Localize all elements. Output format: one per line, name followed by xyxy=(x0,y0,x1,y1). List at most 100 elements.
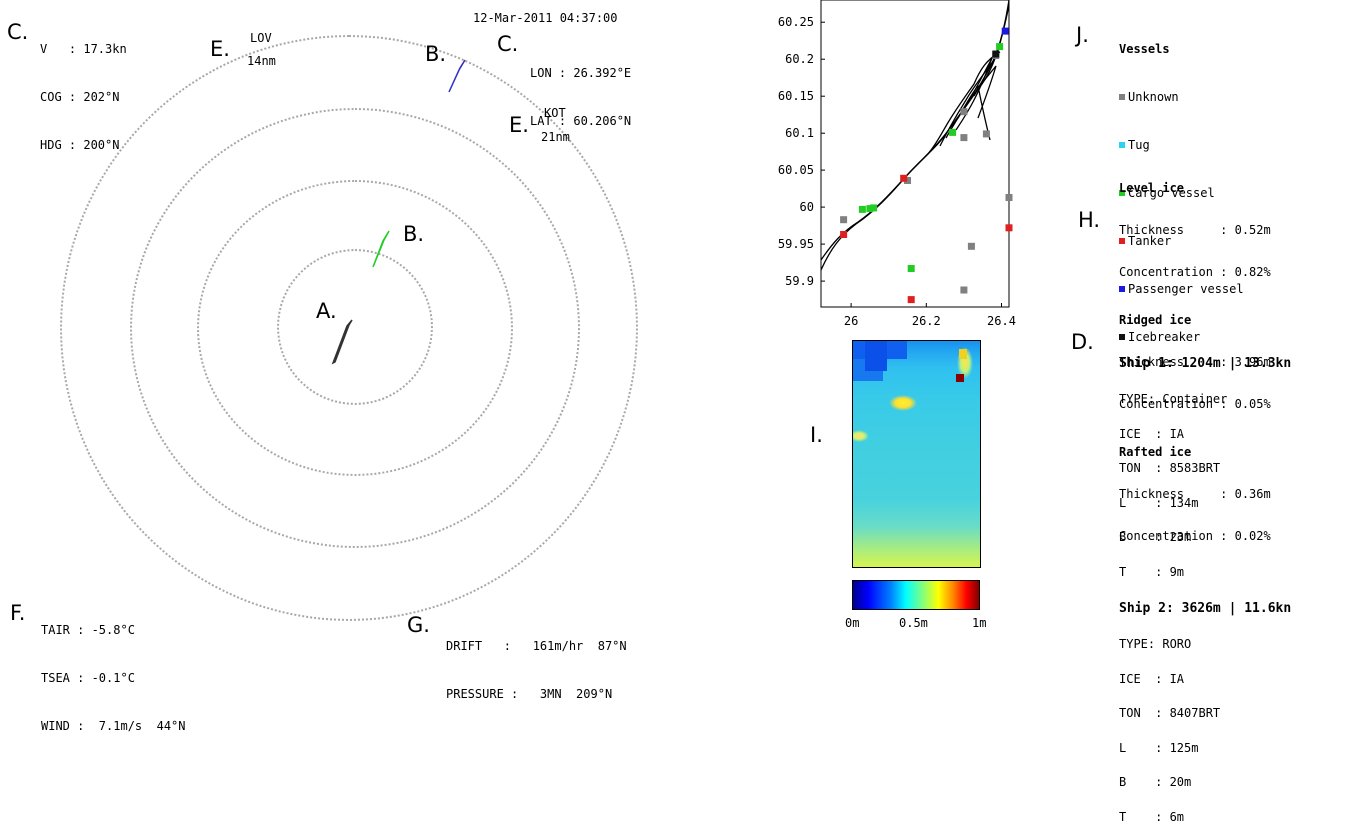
y-tick-label: 60.1 xyxy=(785,126,814,140)
ship-1-type: TYPE: Container xyxy=(1119,392,1228,406)
legend-swatch-unknown xyxy=(1119,94,1125,100)
own-ship-glyph[interactable] xyxy=(331,319,353,365)
x-axis-ticks: 26 26.2 26.4 xyxy=(844,303,1016,328)
marker-c-top-left: C. xyxy=(7,20,29,44)
colorbar xyxy=(852,580,980,610)
vessel-legend: Vessels Unknown Tug Cargo vessel Tanker … xyxy=(1119,9,1244,361)
legend-item: Unknown xyxy=(1119,89,1244,105)
marker-e-kot: E. xyxy=(509,113,529,137)
marker-d-ships: D. xyxy=(1071,330,1094,354)
level-ice-concentration: Concentration : 0.82% xyxy=(1119,265,1271,279)
point-cargo-vessel[interactable] xyxy=(907,265,915,272)
point-unknown[interactable] xyxy=(960,286,968,294)
marker-c-top-right: C. xyxy=(497,32,519,56)
vessel-map-chart[interactable]: 60.25 60.2 60.15 60.1 60.05 60 59.95 59.9 26 26.… xyxy=(760,0,1020,330)
heatmap-red-cell xyxy=(956,374,964,382)
legend-label: Passenger vessel xyxy=(1128,282,1244,296)
rafted-ice-thickness: Thickness : 0.36m xyxy=(1119,487,1271,501)
timestamp: 12-Mar-2011 04:37:00 xyxy=(473,11,618,25)
vessel-middle-glyph[interactable] xyxy=(372,230,390,268)
weather-info: TAIR : -5.8°C TSEA : -0.1°C WIND : 7.1m/… xyxy=(41,590,186,750)
point-tanker[interactable] xyxy=(1005,224,1013,232)
legend-swatch-cargo xyxy=(1119,190,1125,196)
point-unknown[interactable] xyxy=(1005,194,1013,201)
heatmap-blue-patch-2 xyxy=(865,341,887,371)
point-tanker[interactable] xyxy=(900,174,908,182)
ship-2-ice: ICE : IA xyxy=(1119,671,1185,686)
y-tick-label: 60.05 xyxy=(778,163,814,177)
drift-info: DRIFT : 161m/hr 87°N PRESSURE : 3MN 209°… xyxy=(446,606,627,718)
heatmap-orange-cell xyxy=(959,349,967,359)
point-cargo-vessel[interactable] xyxy=(870,204,878,212)
point-passenger-vessel[interactable] xyxy=(1001,27,1009,35)
lon-readout: LON : 26.392°E xyxy=(530,66,632,80)
tsea-readout: TSEA : -0.1°C xyxy=(41,671,135,685)
legend-swatch-passenger xyxy=(1119,286,1125,292)
map-plot-frame xyxy=(820,0,1010,308)
lat-readout: LAT : 60.206°N xyxy=(530,114,632,128)
legend-item: Tanker xyxy=(1119,233,1244,249)
speed-readout: V : 17.3kn xyxy=(40,42,127,56)
ship-1-ice: ICE : IA xyxy=(1119,426,1185,441)
legend-item: Passenger vessel xyxy=(1119,281,1244,297)
point-unknown[interactable] xyxy=(840,216,848,224)
point-unknown[interactable] xyxy=(904,177,911,184)
drift-readout: DRIFT : 161m/hr 87°N xyxy=(446,639,627,653)
point-unknown[interactable] xyxy=(982,130,990,138)
y-axis-ticks: 60.25 60.2 60.15 60.1 60.05 60 59.95 59.9 xyxy=(778,15,825,288)
point-unknown[interactable] xyxy=(960,134,968,142)
legend-title: Vessels xyxy=(1119,42,1170,56)
cog-readout: COG : 202°N xyxy=(40,90,120,104)
y-tick-label: 60.25 xyxy=(778,15,814,29)
legend-item: Cargo vessel xyxy=(1119,185,1244,201)
wind-readout: WIND : 7.1m/s 44°N xyxy=(41,719,186,733)
legend-item: Icebreaker xyxy=(1119,329,1244,345)
pressure-readout: PRESSURE : 3MN 209°N xyxy=(446,687,613,701)
ship-2-header[interactable]: Ship 2: 3626m | 11.6kn xyxy=(1119,601,1292,616)
x-tick-label: 26.2 xyxy=(912,314,941,328)
tair-readout: TAIR : -5.8°C xyxy=(41,623,135,637)
marker-j-legend: J. xyxy=(1076,23,1089,47)
ships-info: Ship 1: 1204m | 13.3kn TYPE: Container I… xyxy=(1119,333,1291,835)
ice-info: Level ice Thickness : 0.52m Concentratio… xyxy=(1119,153,1271,557)
marker-i-heatmap: I. xyxy=(810,423,823,447)
point-cargo-vessel[interactable] xyxy=(866,205,874,213)
y-tick-label: 59.95 xyxy=(778,237,814,251)
landmark-kot-distance: 21nm xyxy=(541,130,570,144)
ship-2-type: TYPE: RORO xyxy=(1119,637,1192,651)
y-tick-label: 60.15 xyxy=(778,89,814,103)
legend-label: Tanker xyxy=(1128,234,1172,248)
landmark-lov-distance: 14nm xyxy=(247,54,276,68)
vessel-points xyxy=(840,27,1013,304)
point-cargo-vessel[interactable] xyxy=(949,128,957,136)
ship-1-length: L : 134m xyxy=(1119,495,1199,510)
ship-1-ton: TON : 8583BRT xyxy=(1119,461,1221,475)
landmark-kot-name: KOT xyxy=(544,106,566,120)
ship-2-length: L : 125m xyxy=(1119,740,1199,755)
point-cargo-vessel[interactable] xyxy=(996,43,1004,51)
ship-2-ton: TON : 8407BRT xyxy=(1119,706,1221,720)
marker-b-middle: B. xyxy=(403,222,425,246)
point-tanker[interactable] xyxy=(907,296,915,304)
rafted-ice-title: Rafted ice xyxy=(1119,445,1192,459)
legend-swatch-icebreaker xyxy=(1119,334,1125,340)
marker-b-top: B. xyxy=(425,42,447,66)
marker-g-drift: G. xyxy=(407,613,430,637)
vessel-top-glyph[interactable] xyxy=(448,59,466,93)
y-tick-label: 60.2 xyxy=(785,52,814,66)
point-icebreaker[interactable] xyxy=(992,50,1000,58)
point-tanker[interactable] xyxy=(840,231,848,238)
legend-item: Tug xyxy=(1119,137,1244,153)
point-unknown[interactable] xyxy=(960,108,968,116)
ice-thickness-heatmap[interactable] xyxy=(852,340,981,568)
marker-e-lov: E. xyxy=(210,37,230,61)
point-cargo-vessel[interactable] xyxy=(858,205,866,213)
ship-1-header[interactable]: Ship 1: 1204m | 13.3kn xyxy=(1119,356,1292,371)
point-unknown[interactable] xyxy=(967,242,975,250)
legend-swatch-tug xyxy=(1119,142,1125,148)
radar-display xyxy=(0,0,700,637)
y-tick-label: 59.9 xyxy=(785,274,814,288)
ridged-ice-title: Ridged ice xyxy=(1119,313,1192,327)
ship-2-draft: T : 6m xyxy=(1119,809,1185,824)
legend-label: Tug xyxy=(1128,138,1150,152)
